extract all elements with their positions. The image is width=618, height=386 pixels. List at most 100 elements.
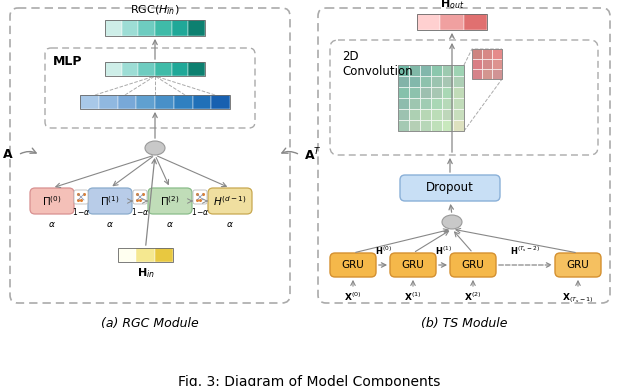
- Bar: [441, 14, 464, 30]
- Text: $\mathbf{A}^T$: $\mathbf{A}^T$: [304, 147, 322, 163]
- Bar: [105, 20, 205, 36]
- Bar: [155, 62, 172, 76]
- Bar: [453, 120, 464, 131]
- Bar: [420, 76, 431, 87]
- FancyBboxPatch shape: [555, 253, 601, 277]
- Text: $\mathbf{H}^{(T_s-2)}$: $\mathbf{H}^{(T_s-2)}$: [510, 245, 541, 257]
- Bar: [105, 62, 122, 76]
- Text: MLP: MLP: [53, 55, 82, 68]
- Bar: [442, 76, 453, 87]
- Text: $H^{(d-1)}$: $H^{(d-1)}$: [213, 194, 247, 208]
- Bar: [188, 62, 205, 76]
- FancyBboxPatch shape: [133, 190, 147, 204]
- Bar: [492, 59, 502, 69]
- Bar: [138, 62, 155, 76]
- Ellipse shape: [442, 215, 462, 229]
- FancyBboxPatch shape: [208, 188, 252, 214]
- Bar: [137, 248, 154, 262]
- Bar: [155, 20, 172, 36]
- Text: $\Pi^{(2)}$: $\Pi^{(2)}$: [160, 194, 180, 208]
- Bar: [398, 76, 409, 87]
- Bar: [431, 76, 442, 87]
- Text: $\mathbf{A}$: $\mathbf{A}$: [2, 149, 14, 161]
- FancyBboxPatch shape: [30, 188, 74, 214]
- Bar: [136, 95, 155, 109]
- Text: (b) TS Module: (b) TS Module: [421, 317, 507, 330]
- Bar: [118, 248, 173, 262]
- Text: $\Pi^{(1)}$: $\Pi^{(1)}$: [100, 194, 120, 208]
- Text: GRU: GRU: [342, 260, 365, 270]
- Bar: [122, 20, 138, 36]
- Bar: [154, 248, 173, 262]
- Text: $\mathbf{H}^{(0)}$: $\mathbf{H}^{(0)}$: [375, 245, 391, 257]
- Text: $1\!-\!\alpha$: $1\!-\!\alpha$: [130, 206, 150, 217]
- Bar: [492, 49, 502, 59]
- Bar: [464, 14, 487, 30]
- Bar: [409, 98, 420, 109]
- Bar: [431, 87, 442, 98]
- Text: $\mathbf{X}^{(2)}$: $\mathbf{X}^{(2)}$: [464, 291, 482, 303]
- Bar: [417, 14, 487, 30]
- Bar: [174, 95, 192, 109]
- Text: $\alpha$: $\alpha$: [226, 220, 234, 229]
- Bar: [420, 120, 431, 131]
- Text: $\mathbf{X}_{(T_s-1)}$: $\mathbf{X}_{(T_s-1)}$: [562, 291, 594, 305]
- Text: $\mathbf{X}^{(1)}$: $\mathbf{X}^{(1)}$: [404, 291, 421, 303]
- Bar: [211, 95, 230, 109]
- Bar: [492, 69, 502, 79]
- Bar: [453, 109, 464, 120]
- Bar: [417, 14, 441, 30]
- Bar: [118, 248, 137, 262]
- Bar: [442, 109, 453, 120]
- Bar: [453, 87, 464, 98]
- Bar: [398, 65, 409, 76]
- Bar: [398, 109, 409, 120]
- FancyBboxPatch shape: [400, 175, 500, 201]
- Bar: [442, 65, 453, 76]
- Text: $\alpha$: $\alpha$: [48, 220, 56, 229]
- Bar: [453, 98, 464, 109]
- Bar: [99, 95, 117, 109]
- Bar: [398, 87, 409, 98]
- Bar: [117, 95, 136, 109]
- Bar: [453, 65, 464, 76]
- Bar: [409, 87, 420, 98]
- Bar: [188, 20, 205, 36]
- Bar: [442, 87, 453, 98]
- Text: RGC($H_{in}$): RGC($H_{in}$): [130, 3, 180, 17]
- Bar: [138, 20, 155, 36]
- Text: $1\!-\!\alpha$: $1\!-\!\alpha$: [191, 206, 210, 217]
- Bar: [105, 62, 205, 76]
- FancyBboxPatch shape: [390, 253, 436, 277]
- Text: $1\!-\!\alpha$: $1\!-\!\alpha$: [72, 206, 90, 217]
- Text: GRU: GRU: [462, 260, 485, 270]
- Text: $\alpha$: $\alpha$: [106, 220, 114, 229]
- FancyBboxPatch shape: [450, 253, 496, 277]
- Bar: [409, 120, 420, 131]
- Bar: [482, 59, 492, 69]
- Bar: [398, 98, 409, 109]
- Bar: [472, 69, 482, 79]
- Bar: [398, 65, 464, 131]
- Bar: [409, 76, 420, 87]
- Bar: [409, 65, 420, 76]
- Bar: [442, 120, 453, 131]
- Bar: [482, 69, 492, 79]
- Text: GRU: GRU: [402, 260, 425, 270]
- Bar: [442, 98, 453, 109]
- FancyBboxPatch shape: [88, 188, 132, 214]
- Text: (a) RGC Module: (a) RGC Module: [101, 317, 199, 330]
- Text: $\mathbf{X}^{(0)}$: $\mathbf{X}^{(0)}$: [344, 291, 362, 303]
- FancyBboxPatch shape: [330, 253, 376, 277]
- Bar: [80, 95, 230, 109]
- Bar: [431, 98, 442, 109]
- Bar: [409, 109, 420, 120]
- Text: $\alpha$: $\alpha$: [166, 220, 174, 229]
- Text: Dropout: Dropout: [426, 181, 474, 195]
- Bar: [431, 120, 442, 131]
- Text: 2D
Convolution: 2D Convolution: [342, 50, 413, 78]
- Text: GRU: GRU: [567, 260, 590, 270]
- Bar: [472, 49, 502, 79]
- Text: $\mathbf{H}_{in}$: $\mathbf{H}_{in}$: [137, 266, 154, 280]
- Bar: [472, 59, 482, 69]
